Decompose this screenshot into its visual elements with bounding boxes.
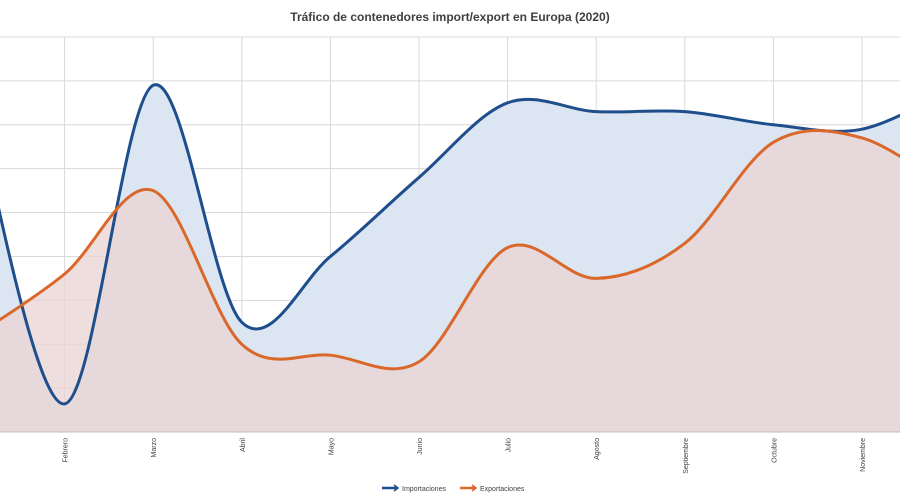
legend-arrow bbox=[393, 484, 400, 492]
series-line bbox=[0, 129, 900, 371]
series-area bbox=[0, 130, 900, 432]
legend: Importaciones Exportaciones bbox=[382, 484, 525, 493]
x-tick-label: Julio bbox=[506, 438, 513, 453]
x-tick-label: Febrero bbox=[63, 438, 70, 463]
legend-label: Importaciones bbox=[402, 486, 446, 493]
x-axis: Febrero Marzo Abril Mayo Junio Julio Agosto Sep… bbox=[0, 431, 900, 474]
x-tick-label: Marzo bbox=[151, 438, 158, 458]
plot-area bbox=[0, 36, 900, 433]
legend-label: Exportaciones bbox=[480, 486, 525, 493]
x-tick-label: Agosto bbox=[594, 438, 601, 460]
series-line bbox=[0, 83, 900, 406]
x-tick-label: Junio bbox=[417, 438, 424, 455]
x-tick-label: Abril bbox=[240, 438, 247, 452]
chart-title: Tráfico de contenedores import/export en… bbox=[290, 10, 609, 24]
x-tick-label: Octubre bbox=[771, 438, 778, 463]
legend-arrow bbox=[471, 484, 478, 492]
x-tick-label: Noviembre bbox=[860, 438, 867, 472]
x-tick-label: Mayo bbox=[328, 438, 335, 455]
x-tick-label: Septiembre bbox=[683, 438, 690, 474]
